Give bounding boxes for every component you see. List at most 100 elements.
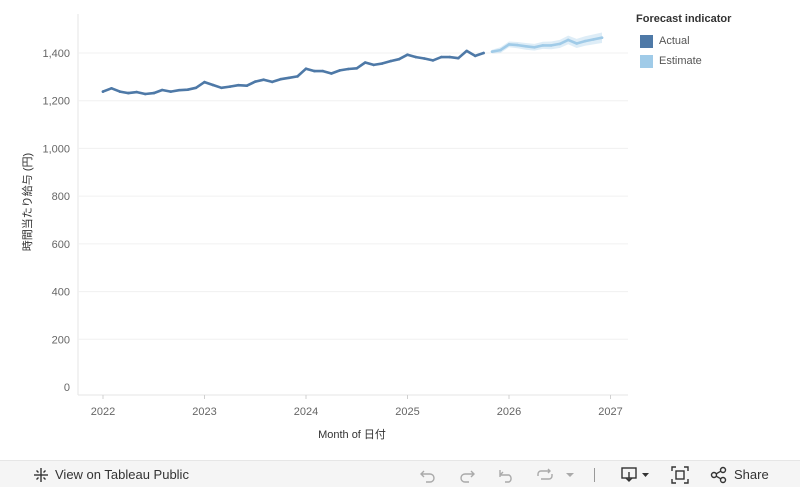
data-point-actual[interactable] — [457, 56, 460, 60]
data-point-actual[interactable] — [465, 49, 469, 53]
series-line-actual[interactable] — [101, 49, 485, 96]
data-point-actual[interactable] — [473, 54, 477, 58]
data-point-actual[interactable] — [338, 69, 342, 72]
data-point-actual[interactable] — [270, 80, 274, 84]
data-point-actual[interactable] — [152, 91, 156, 95]
data-point-actual[interactable] — [363, 61, 367, 64]
data-point-actual[interactable] — [262, 78, 266, 81]
tableau-toolbar: View on Tableau Public — [0, 460, 800, 487]
x-tick-label: 2027 — [598, 406, 622, 418]
data-point-actual[interactable] — [245, 84, 249, 87]
y-tick-label: 1,400 — [42, 48, 70, 60]
data-point-actual[interactable] — [228, 85, 232, 88]
download-icon — [621, 466, 649, 482]
refresh-button[interactable] — [535, 461, 555, 488]
data-point-actual[interactable] — [380, 62, 384, 65]
data-point-actual[interactable] — [203, 80, 206, 84]
legend-item-estimate[interactable]: Estimate — [636, 51, 796, 71]
y-tick-label: 200 — [52, 334, 70, 346]
data-point-estimate[interactable] — [575, 42, 578, 45]
data-point-actual[interactable] — [330, 72, 333, 75]
data-point-actual[interactable] — [186, 88, 189, 91]
data-point-actual[interactable] — [414, 55, 418, 59]
data-point-estimate[interactable] — [566, 38, 570, 42]
data-point-actual[interactable] — [440, 55, 443, 59]
data-point-actual[interactable] — [110, 87, 113, 90]
data-point-estimate[interactable] — [600, 36, 604, 39]
x-tick-label: 2022 — [91, 406, 115, 418]
data-point-estimate[interactable] — [516, 43, 519, 47]
data-point-actual[interactable] — [482, 51, 485, 55]
data-point-actual[interactable] — [144, 92, 147, 96]
x-tick-label: 2025 — [395, 406, 419, 418]
data-point-actual[interactable] — [389, 59, 392, 63]
prediction-band-estimate — [492, 32, 602, 54]
y-tick-label: 600 — [52, 239, 70, 251]
data-point-actual[interactable] — [296, 75, 299, 78]
redo-button[interactable] — [457, 461, 477, 488]
data-point-actual[interactable] — [406, 53, 409, 56]
data-point-actual[interactable] — [135, 90, 139, 94]
data-point-actual[interactable] — [194, 86, 198, 90]
data-point-actual[interactable] — [237, 83, 240, 87]
data-point-actual[interactable] — [220, 86, 223, 90]
redo-icon — [460, 470, 475, 483]
data-point-estimate[interactable] — [541, 44, 545, 47]
data-point-actual[interactable] — [279, 77, 282, 81]
data-point-estimate[interactable] — [490, 50, 494, 53]
data-point-estimate[interactable] — [583, 39, 587, 43]
data-point-actual[interactable] — [287, 76, 291, 80]
tableau-logo-icon — [34, 467, 48, 482]
line-chart: 0 200 400 600 800 1,000 1,200 1,400 2022 2023 202… — [20, 13, 796, 441]
data-point-estimate[interactable] — [558, 42, 562, 46]
data-point-actual[interactable] — [118, 90, 122, 93]
data-point-actual[interactable] — [127, 91, 130, 95]
download-button[interactable] — [621, 461, 651, 488]
data-point-estimate[interactable] — [550, 44, 553, 47]
data-point-estimate[interactable] — [592, 38, 595, 41]
view-on-tableau-public-button[interactable]: View on Tableau Public — [33, 461, 189, 488]
data-point-actual[interactable] — [355, 67, 359, 70]
data-point-estimate[interactable] — [499, 48, 502, 52]
x-tick-label: 2024 — [294, 406, 318, 418]
data-point-actual[interactable] — [448, 55, 452, 59]
undo-button[interactable] — [418, 461, 438, 488]
fullscreen-button[interactable] — [671, 461, 689, 488]
data-point-actual[interactable] — [431, 59, 435, 62]
data-point-actual[interactable] — [313, 69, 316, 73]
y-tick-label: 800 — [52, 191, 70, 203]
data-point-actual[interactable] — [211, 83, 215, 87]
revert-icon — [499, 469, 512, 483]
legend: Forecast indicator Actual Estimate — [636, 13, 796, 71]
data-point-actual[interactable] — [321, 69, 325, 73]
data-point-actual[interactable] — [397, 57, 401, 61]
data-point-actual[interactable] — [372, 63, 376, 67]
x-tick-label: 2023 — [192, 406, 216, 418]
toolbar-divider — [594, 461, 595, 488]
data-point-actual[interactable] — [423, 57, 426, 60]
data-point-estimate[interactable] — [507, 43, 511, 46]
data-point-actual[interactable] — [101, 90, 105, 93]
y-axis-title: 時間当たり給与 (円) — [20, 153, 34, 251]
share-label: Share — [734, 467, 769, 482]
pause-dropdown[interactable] — [565, 461, 575, 488]
refresh-icon — [537, 468, 553, 480]
x-axis-title: Month of 日付 — [318, 428, 386, 441]
data-point-actual[interactable] — [347, 67, 350, 71]
revert-button[interactable] — [497, 461, 517, 488]
legend-swatch-actual — [640, 34, 653, 48]
chevron-down-icon — [566, 472, 574, 477]
data-point-estimate[interactable] — [533, 46, 536, 49]
share-button[interactable]: Share — [710, 461, 769, 488]
data-point-actual[interactable] — [160, 88, 164, 92]
data-point-actual[interactable] — [177, 88, 181, 92]
y-tick-label: 1,000 — [42, 143, 70, 155]
view-on-tableau-public-label: View on Tableau Public — [55, 467, 189, 482]
data-point-actual[interactable] — [254, 80, 257, 83]
data-point-actual[interactable] — [169, 90, 172, 93]
data-point-estimate[interactable] — [524, 45, 528, 48]
fullscreen-icon — [671, 465, 689, 484]
legend-item-actual[interactable]: Actual — [636, 31, 796, 51]
data-point-actual[interactable] — [304, 67, 308, 70]
series-line-estimate[interactable] — [490, 36, 604, 53]
